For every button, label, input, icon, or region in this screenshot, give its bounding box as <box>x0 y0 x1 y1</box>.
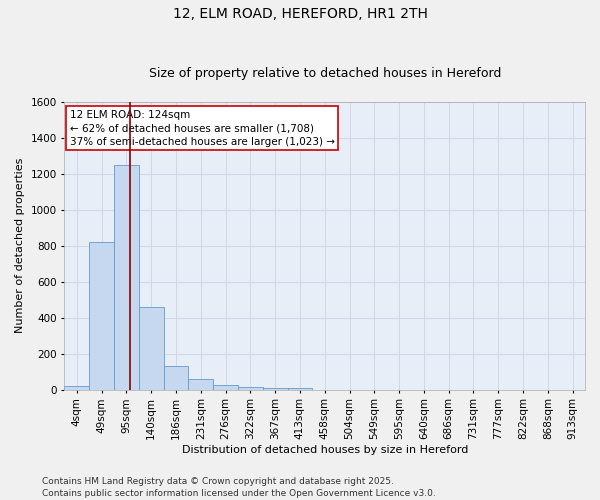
Bar <box>89 242 114 390</box>
Bar <box>287 388 313 390</box>
Title: Size of property relative to detached houses in Hereford: Size of property relative to detached ho… <box>149 66 501 80</box>
X-axis label: Distribution of detached houses by size in Hereford: Distribution of detached houses by size … <box>182 445 468 455</box>
Bar <box>114 166 139 390</box>
Text: 12, ELM ROAD, HEREFORD, HR1 2TH: 12, ELM ROAD, HEREFORD, HR1 2TH <box>173 8 427 22</box>
Bar <box>238 387 263 390</box>
Text: Contains HM Land Registry data © Crown copyright and database right 2025.
Contai: Contains HM Land Registry data © Crown c… <box>42 476 436 498</box>
Text: 12 ELM ROAD: 124sqm
← 62% of detached houses are smaller (1,708)
37% of semi-det: 12 ELM ROAD: 124sqm ← 62% of detached ho… <box>70 110 335 146</box>
Bar <box>164 366 188 390</box>
Y-axis label: Number of detached properties: Number of detached properties <box>15 158 25 334</box>
Bar <box>139 307 164 390</box>
Bar <box>64 386 89 390</box>
Bar <box>213 385 238 390</box>
Bar <box>188 378 213 390</box>
Bar <box>263 388 287 390</box>
